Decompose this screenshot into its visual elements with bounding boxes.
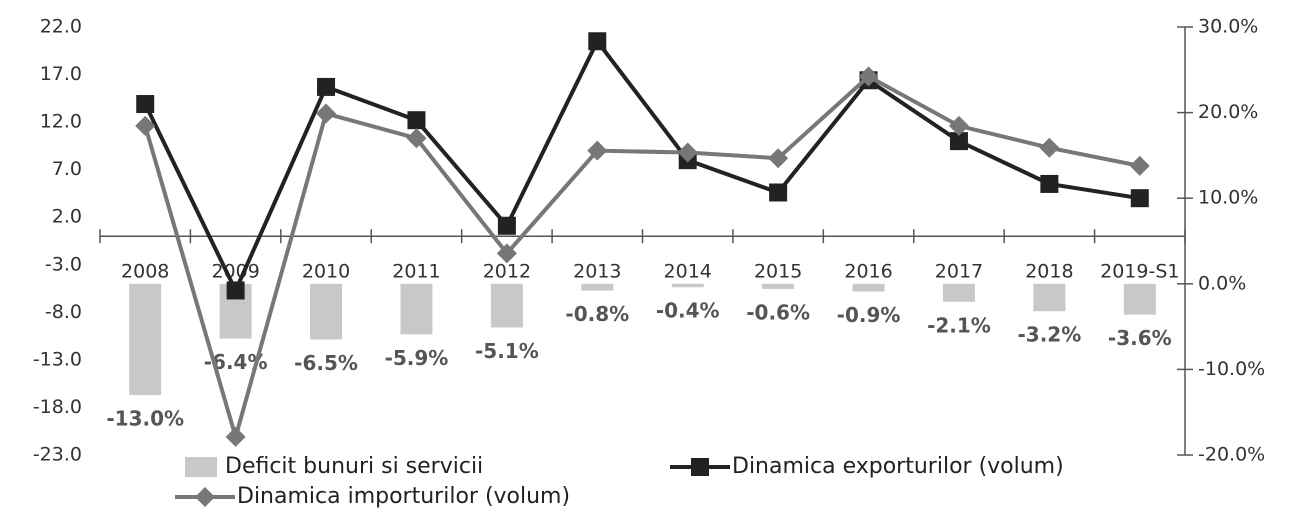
bar [581,283,614,291]
x-tick-label: 2019-S1 [1100,261,1179,283]
value-label: -0.4% [656,299,720,323]
marker [588,32,607,51]
x-tick-label: 2012 [483,261,531,283]
x-tick-label: 2011 [392,261,440,283]
marker [769,183,788,202]
x-tick-label: 2016 [844,261,892,283]
marker [225,426,246,447]
value-label: -5.1% [475,339,539,363]
marker [317,77,336,96]
x-tick-label: 2008 [121,261,169,283]
y-tick-label: -8.0 [45,301,82,323]
marker [135,115,156,136]
value-label: -6.5% [294,351,358,375]
legend-label: Dinamica exporturilor (volum) [732,454,1064,479]
y-tick-label: 2.0 [52,206,82,228]
x-tick-label: 2013 [573,261,621,283]
y2-tick-label: 0.0% [1198,272,1246,294]
legend-label: Deficit bunuri si servicii [225,454,483,479]
marker [587,140,608,161]
legend-marker [691,458,709,476]
y2-tick-label: 30.0% [1198,16,1258,38]
value-label: -13.0% [106,407,184,431]
value-label: -3.6% [1108,326,1172,350]
y-tick-label: 22.0 [40,16,82,38]
marker [226,281,245,300]
marker [1040,174,1059,193]
value-label: -0.9% [837,303,901,327]
bar [1033,283,1066,312]
x-tick-label: 2014 [664,261,712,283]
value-label: -0.6% [746,300,810,324]
marker [497,216,516,235]
y-tick-label: -13.0 [33,348,82,370]
marker [949,132,968,151]
x-tick-label: 2009 [211,261,259,283]
bar [762,283,795,289]
x-tick-label: 2015 [754,261,802,283]
legend-swatch [185,457,217,477]
marker [406,128,427,149]
bar [942,283,975,302]
bar [129,283,162,396]
marker [948,115,969,136]
y-tick-label: 7.0 [52,158,82,180]
y-tick-label: 12.0 [40,111,82,133]
value-label: -0.8% [565,302,629,326]
marker [677,142,698,163]
y-tick-label: 17.0 [40,63,82,85]
y2-tick-label: 10.0% [1198,187,1258,209]
line [143,74,1141,445]
value-label: -5.9% [385,346,449,370]
marker [496,243,517,264]
bar [852,283,885,292]
marker [407,111,426,130]
bar [400,283,433,335]
line [143,37,1141,296]
marker [1130,189,1149,208]
legend-label: Dinamica importurilor (volum) [237,484,570,509]
y-tick-label: -3.0 [45,253,82,275]
marker [768,148,789,169]
bar [671,283,704,288]
value-label: -3.2% [1017,323,1081,347]
y2-tick-label: -10.0% [1198,358,1265,380]
marker [858,66,879,87]
marker [316,103,337,124]
y2-tick-label: 20.0% [1198,101,1258,123]
x-tick-label: 2017 [935,261,983,283]
bar [310,283,343,340]
marker [1039,137,1060,158]
y-tick-label: -23.0 [33,444,82,466]
y-tick-label: -18.0 [33,396,82,418]
bar [1123,283,1156,315]
y2-tick-label: -20.0% [1198,444,1265,466]
bar [490,283,523,328]
marker [1129,155,1150,176]
x-tick-label: 2018 [1025,261,1073,283]
value-label: -2.1% [927,313,991,337]
x-tick-label: 2010 [302,261,350,283]
marker [136,95,155,114]
legend-marker [195,487,215,507]
